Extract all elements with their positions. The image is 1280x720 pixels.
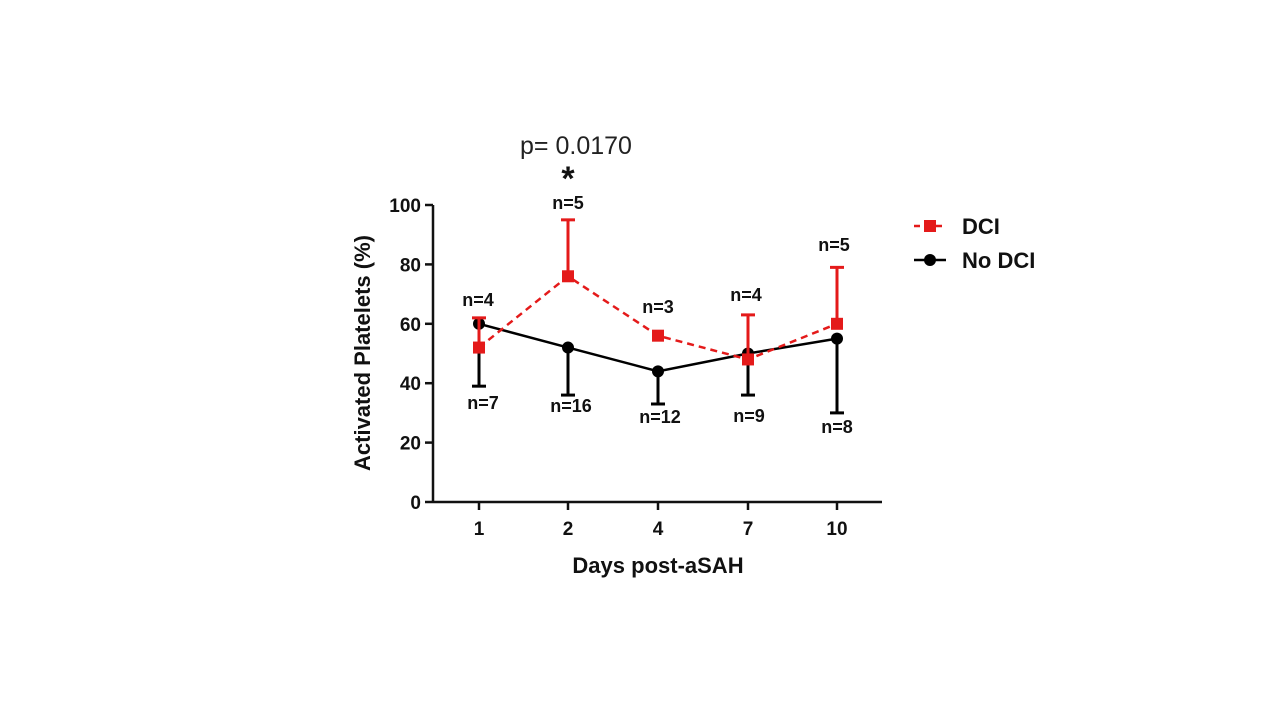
legend-label: No DCI — [962, 248, 1035, 273]
n-label-dci: n=3 — [642, 297, 674, 317]
legend-item-no-dci: No DCI — [914, 248, 1035, 273]
x-tick-label: 4 — [653, 519, 664, 540]
n-label-dci: n=5 — [552, 193, 584, 213]
series-dci — [472, 218, 844, 366]
data-point — [652, 329, 664, 342]
y-tick-label: 0 — [410, 493, 421, 514]
legend-marker — [924, 220, 936, 232]
n-label-dci: n=5 — [818, 235, 850, 255]
y-tick-label: 40 — [400, 374, 421, 395]
chart-series — [472, 218, 844, 415]
y-axis-title: Activated Platelets (%) — [350, 235, 375, 471]
x-tick-label: 7 — [743, 519, 754, 540]
data-point — [742, 353, 754, 366]
n-label-no-dci: n=16 — [550, 396, 592, 416]
y-tick-label: 100 — [389, 196, 421, 217]
y-tick-label: 60 — [400, 315, 421, 336]
data-point — [652, 365, 664, 378]
y-tick-label: 20 — [400, 434, 421, 455]
n-label-dci: n=4 — [730, 285, 762, 305]
data-point — [831, 317, 843, 330]
x-tick-label: 2 — [563, 519, 574, 540]
data-point — [562, 270, 574, 283]
n-label-dci: n=4 — [462, 290, 494, 310]
p-value-annotation: p= 0.0170 — [520, 132, 632, 160]
data-point — [562, 341, 574, 354]
n-label-no-dci: n=8 — [821, 417, 853, 437]
significance-star: * — [561, 160, 575, 198]
n-label-no-dci: n=7 — [467, 393, 499, 413]
legend-label: DCI — [962, 214, 1000, 239]
chart-axes: 0 20 40 60 80 100 1 2 4 7 10 — [389, 196, 882, 540]
n-label-no-dci: n=9 — [733, 406, 765, 426]
x-tick-label: 10 — [826, 519, 847, 540]
x-tick-label: 1 — [474, 519, 485, 540]
data-point — [473, 341, 485, 354]
chart-labels: n=4 n=5 n=3 n=4 n=5 n=7 n=16 n=12 n=9 n=8 — [462, 193, 853, 437]
chart-legend: DCI No DCI — [914, 214, 1035, 273]
legend-marker — [924, 254, 936, 266]
legend-item-dci: DCI — [914, 214, 1000, 239]
y-tick-label: 80 — [400, 255, 421, 276]
n-label-no-dci: n=12 — [639, 407, 681, 427]
x-axis-title: Days post-aSAH — [572, 553, 743, 578]
data-point — [831, 332, 843, 345]
